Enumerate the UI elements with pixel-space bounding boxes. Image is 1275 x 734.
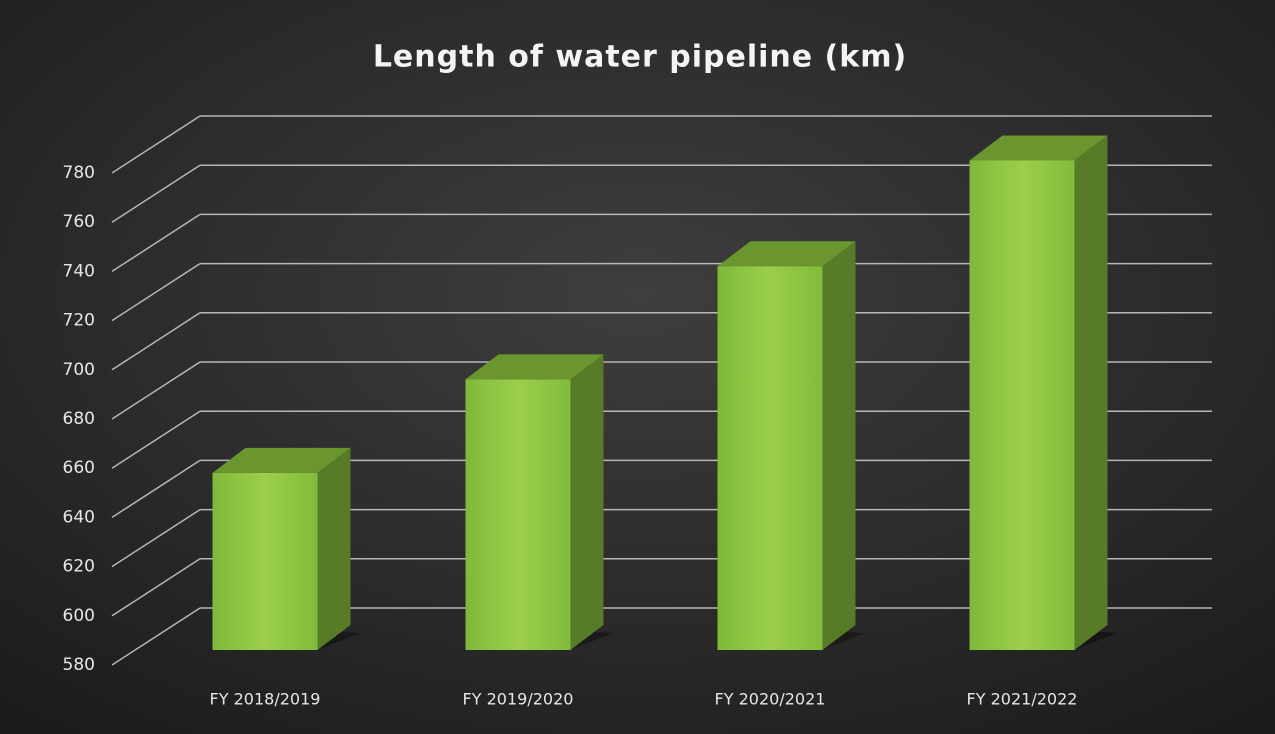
bar-side bbox=[570, 354, 604, 650]
grid-line-side bbox=[111, 607, 201, 666]
grid-line-side bbox=[111, 558, 201, 617]
grid-line-side bbox=[111, 410, 201, 469]
bar bbox=[212, 447, 361, 650]
y-tick-label: 640 bbox=[63, 507, 95, 527]
y-tick-label: 720 bbox=[63, 311, 95, 331]
grid-line-side bbox=[111, 459, 201, 519]
x-tick-label: FY 2020/2021 bbox=[715, 690, 826, 709]
y-tick-label: 740 bbox=[63, 261, 95, 281]
grid-line-side bbox=[111, 213, 201, 273]
bar-side bbox=[1074, 135, 1108, 650]
bar-front bbox=[717, 266, 823, 650]
bar-top bbox=[212, 447, 351, 473]
y-tick-label: 760 bbox=[63, 212, 95, 232]
grid-line-side bbox=[111, 164, 201, 223]
bar-top bbox=[969, 135, 1108, 161]
bar-top bbox=[717, 241, 856, 267]
y-tick-label: 680 bbox=[63, 409, 95, 429]
bar-side bbox=[317, 447, 351, 650]
grid-line-side bbox=[111, 262, 201, 322]
y-tick-label: 660 bbox=[63, 458, 95, 478]
x-tick-label: FY 2018/2019 bbox=[210, 690, 321, 709]
bar-side bbox=[822, 241, 856, 651]
bar bbox=[465, 354, 614, 650]
bar bbox=[717, 241, 866, 651]
y-tick-label: 580 bbox=[63, 655, 95, 675]
grid-line-side bbox=[111, 361, 201, 420]
x-tick-label: FY 2019/2020 bbox=[463, 690, 574, 709]
bar-top bbox=[465, 354, 604, 380]
plot-area: 580 600 620 640 660 680 700 720 740 760 780 FY 2018… bbox=[63, 115, 1212, 709]
grid-line-side bbox=[111, 508, 201, 568]
y-tick-label: 620 bbox=[63, 557, 95, 577]
chart-title: Length of water pipeline (km) bbox=[373, 40, 907, 75]
bar-front bbox=[212, 472, 318, 650]
x-tick-label: FY 2021/2022 bbox=[967, 690, 1078, 709]
grid-line-side bbox=[111, 115, 201, 174]
grid-line-side bbox=[111, 312, 201, 371]
y-tick-label: 700 bbox=[63, 360, 95, 380]
bar-front bbox=[969, 160, 1075, 650]
y-tick-label: 600 bbox=[63, 606, 95, 626]
bar bbox=[969, 135, 1118, 650]
y-tick-label: 780 bbox=[63, 163, 95, 183]
bar-front bbox=[465, 379, 571, 650]
